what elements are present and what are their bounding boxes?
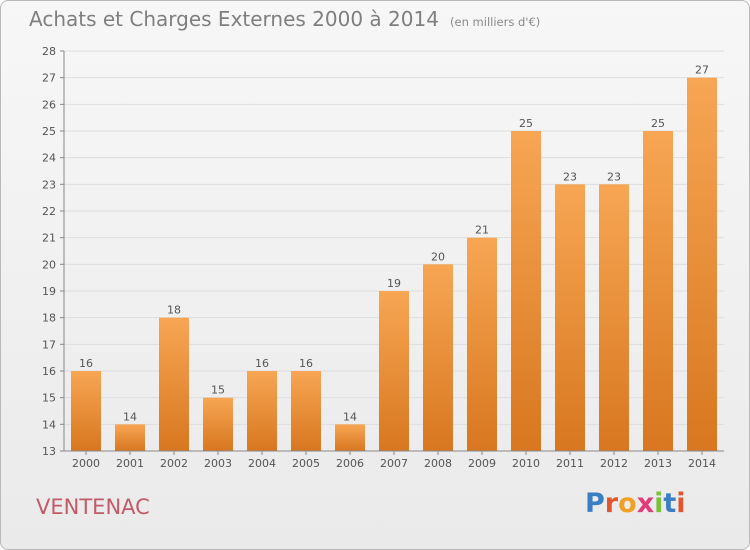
bar-value-label: 21 bbox=[475, 224, 489, 237]
y-tick-label: 27 bbox=[42, 72, 56, 85]
bar-2003 bbox=[203, 397, 233, 451]
x-tick-label: 2007 bbox=[380, 457, 408, 470]
bar-2004 bbox=[247, 371, 277, 451]
bar-value-label: 16 bbox=[255, 357, 269, 370]
proxiti-logo: Proxiti bbox=[585, 488, 686, 519]
bar-value-label: 25 bbox=[519, 117, 533, 130]
bar-2014 bbox=[687, 77, 717, 452]
y-tick-label: 13 bbox=[42, 445, 56, 458]
chart-subtitle: (en milliers d'€) bbox=[450, 15, 541, 29]
bar-value-label: 14 bbox=[123, 410, 137, 423]
logo-letter: x bbox=[636, 488, 655, 519]
bar-2008 bbox=[423, 264, 453, 451]
chart-title: Achats et Charges Externes 2000 à 2014 bbox=[29, 7, 439, 31]
y-tick-label: 25 bbox=[42, 125, 56, 138]
y-tick-label: 22 bbox=[42, 205, 56, 218]
x-tick-label: 2009 bbox=[468, 457, 496, 470]
bar-layer bbox=[71, 77, 717, 452]
y-tick-label: 19 bbox=[42, 285, 56, 298]
y-tick-label: 21 bbox=[42, 232, 56, 245]
x-tick-label: 2010 bbox=[512, 457, 540, 470]
bar-value-label: 23 bbox=[607, 170, 621, 183]
label-layer: 16 14 18 15 16 16 14 19 20 21 25 23 23 25 27 bbox=[79, 64, 709, 424]
y-tick-label: 14 bbox=[42, 418, 56, 431]
x-tick-label: 2011 bbox=[556, 457, 584, 470]
bar-2006 bbox=[335, 424, 365, 451]
y-tick-label: 15 bbox=[42, 392, 56, 405]
bar-2011 bbox=[555, 184, 585, 452]
axis-layer: 13 14 15 16 17 18 19 20 21 22 23 24 25 26 27 28 2000 2001… bbox=[42, 45, 724, 470]
logo-letter: P bbox=[585, 488, 605, 519]
x-tick-label: 2003 bbox=[204, 457, 232, 470]
logo-letter: i bbox=[676, 488, 686, 519]
bar-2010 bbox=[511, 131, 541, 451]
logo-letter: i bbox=[654, 488, 664, 519]
x-tick-label: 2008 bbox=[424, 457, 452, 470]
bar-value-label: 16 bbox=[299, 357, 313, 370]
x-tick-label: 2012 bbox=[600, 457, 628, 470]
y-tick-label: 17 bbox=[42, 338, 56, 351]
bar-2000 bbox=[71, 371, 101, 451]
bar-2001 bbox=[115, 424, 145, 451]
bar-2002 bbox=[159, 317, 189, 451]
x-tick-label: 2014 bbox=[688, 457, 716, 470]
location-label: VENTENAC bbox=[36, 495, 150, 519]
bar-value-label: 19 bbox=[387, 277, 401, 290]
x-tick-label: 2001 bbox=[116, 457, 144, 470]
bar-value-label: 18 bbox=[167, 304, 181, 317]
bar-value-label: 27 bbox=[695, 64, 709, 77]
x-tick-label: 2004 bbox=[248, 457, 276, 470]
logo-letter: r bbox=[604, 488, 619, 519]
y-tick-label: 20 bbox=[42, 258, 56, 271]
y-tick-label: 23 bbox=[42, 178, 56, 191]
bar-2013 bbox=[643, 131, 673, 451]
logo-letter: o bbox=[618, 488, 637, 519]
bar-2007 bbox=[379, 291, 409, 451]
logo-letter: t bbox=[663, 488, 677, 519]
y-tick-label: 18 bbox=[42, 312, 56, 325]
chart-title-block: Achats et Charges Externes 2000 à 2014 (… bbox=[29, 7, 540, 31]
x-tick-label: 2013 bbox=[644, 457, 672, 470]
x-tick-label: 2000 bbox=[72, 457, 100, 470]
x-tick-label: 2005 bbox=[292, 457, 320, 470]
x-tick-label: 2006 bbox=[336, 457, 364, 470]
bar-value-label: 16 bbox=[79, 357, 93, 370]
x-tick-label: 2002 bbox=[160, 457, 188, 470]
bar-value-label: 20 bbox=[431, 250, 445, 263]
bar-2005 bbox=[291, 371, 321, 451]
bar-2009 bbox=[467, 237, 497, 451]
y-tick-label: 26 bbox=[42, 98, 56, 111]
bar-value-label: 14 bbox=[343, 410, 357, 423]
y-tick-label: 16 bbox=[42, 365, 56, 378]
y-tick-label: 28 bbox=[42, 45, 56, 58]
bar-2012 bbox=[599, 184, 629, 452]
bar-value-label: 23 bbox=[563, 170, 577, 183]
bar-value-label: 25 bbox=[651, 117, 665, 130]
y-tick-label: 24 bbox=[42, 152, 56, 165]
bar-value-label: 15 bbox=[211, 384, 225, 397]
